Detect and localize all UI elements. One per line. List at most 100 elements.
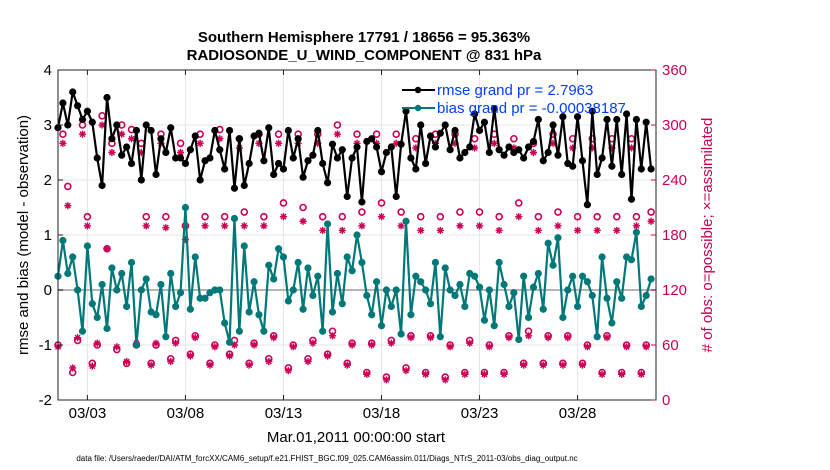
obs-possible-point: [240, 208, 249, 216]
obs-assimilated-point: [211, 343, 219, 351]
y-left-tick-label-5: 3: [44, 117, 52, 134]
bias-point: [397, 330, 405, 338]
obs-assimilated-point: [127, 135, 136, 143]
obs-assimilated-point: [358, 222, 366, 230]
bias-point: [461, 302, 469, 311]
bias-point: [539, 305, 547, 313]
obs-assimilated-point: [588, 144, 596, 152]
obs-assimilated-point: [603, 334, 611, 342]
bias-point: [618, 294, 626, 302]
obs-assimilated-point: [510, 144, 518, 152]
obs-assimilated-point: [480, 370, 489, 378]
obs-possible-point: [495, 212, 503, 221]
rmse-point: [240, 181, 248, 190]
bias-point: [186, 305, 194, 313]
rmse-point: [64, 121, 72, 129]
rmse-point: [353, 143, 361, 151]
bias-point: [613, 278, 621, 286]
bias-point: [172, 302, 180, 311]
obs-assimilated-point: [113, 343, 121, 351]
bias-point: [299, 305, 307, 313]
obs-assimilated-point: [368, 341, 376, 349]
obs-assimilated-point: [642, 343, 650, 351]
rmse-point: [569, 162, 577, 170]
obs-possible-point: [510, 134, 518, 143]
obs-assimilated-point: [422, 370, 430, 378]
bias-point: [88, 300, 96, 308]
rmse-point: [294, 135, 302, 143]
bias-point: [323, 220, 332, 228]
bias-point: [284, 297, 292, 305]
bias-point: [559, 313, 567, 322]
obs-possible-point: [377, 199, 386, 207]
bias-point: [260, 327, 268, 335]
rmse-point: [284, 126, 292, 135]
bias-point: [309, 291, 317, 300]
bias-point: [225, 338, 234, 346]
bias-point: [627, 256, 636, 264]
bias-point: [338, 300, 346, 308]
obs-assimilated-point: [265, 357, 273, 366]
bias-point: [500, 280, 508, 289]
obs-possible-point: [201, 212, 209, 221]
obs-assimilated-point: [230, 341, 239, 349]
bias-point: [74, 286, 82, 294]
y-right-tick-label-0: 0: [662, 392, 670, 409]
legend: rmse grand pr = 2.7963 bias grand pr = -…: [402, 82, 626, 117]
rmse-point: [471, 110, 479, 118]
bias-point: [157, 280, 165, 289]
bias-point: [113, 286, 121, 294]
rmse-point: [338, 146, 346, 154]
obs-assimilated-point: [123, 357, 131, 366]
obs-possible-point: [554, 208, 562, 216]
bias-point: [647, 275, 655, 283]
bias-point: [402, 217, 410, 225]
bias-point: [387, 302, 395, 311]
bias-point: [167, 269, 175, 278]
rmse-point: [230, 184, 239, 192]
rmse-point: [549, 121, 557, 129]
rmse-point: [534, 115, 542, 124]
bias-point: [642, 291, 650, 300]
obs-assimilated-point: [319, 226, 327, 235]
rmse-point: [225, 126, 234, 135]
obs-assimilated-point: [225, 352, 234, 360]
bias-point: [270, 275, 278, 283]
bias-point: [363, 291, 371, 300]
rmse-point: [245, 159, 253, 168]
obs-possible-point: [612, 212, 621, 221]
rmse-point: [176, 154, 185, 162]
obs-assimilated-point: [500, 370, 508, 378]
rmse-point: [632, 115, 640, 124]
legend-bias-label: bias grand pr = -0.00038187: [437, 100, 626, 117]
obs-assimilated-point: [137, 148, 145, 157]
bias-point: [505, 302, 513, 311]
bias-point: [480, 316, 489, 324]
bias-point: [422, 286, 430, 294]
rmse-point: [142, 121, 150, 129]
bias-point: [274, 245, 283, 253]
rmse-point: [588, 107, 596, 115]
bias-point: [382, 286, 391, 294]
obs-assimilated-point: [333, 130, 341, 138]
obs-assimilated-point: [167, 357, 175, 366]
bias-point: [588, 291, 596, 300]
bias-point: [515, 335, 523, 344]
bias-point: [152, 311, 160, 319]
obs-assimilated-point: [564, 334, 572, 342]
obs-assimilated-point: [417, 226, 425, 235]
x-axis: 03/03 03/08 03/13 03/18 03/23 03/28: [69, 70, 596, 422]
obs-assimilated-point: [260, 222, 268, 230]
obs-assimilated-point: [559, 361, 567, 369]
rmse-point: [304, 157, 312, 165]
bias-point: [392, 286, 400, 294]
rmse-point: [480, 118, 489, 126]
rmse-point: [461, 148, 469, 157]
obs-assimilated-point: [299, 217, 307, 225]
obs-possible-point: [392, 130, 401, 138]
obs-possible-point: [593, 212, 601, 221]
x-tick-label-1: 03/08: [167, 405, 205, 422]
obs-assimilated-point: [74, 334, 82, 342]
obs-possible-point: [64, 182, 72, 191]
